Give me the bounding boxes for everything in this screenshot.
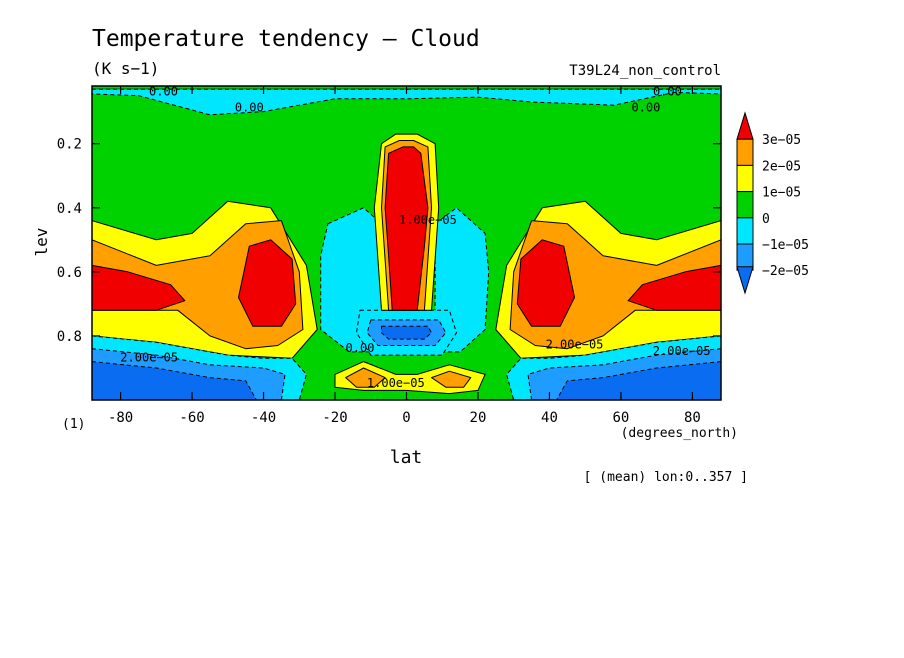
contour-region-bottom-orange-left bbox=[345, 367, 386, 388]
x-axis-label: lat bbox=[390, 447, 423, 468]
contour-label: 0.00 bbox=[631, 101, 660, 115]
x-tick-label: 80 bbox=[684, 410, 701, 426]
x-tick-label: -20 bbox=[322, 410, 347, 426]
y-axis-units: (1) bbox=[62, 417, 85, 432]
contour-label: 0.00 bbox=[149, 85, 178, 99]
x-tick-label: -60 bbox=[179, 410, 204, 426]
contour-label: 2.00e−05 bbox=[120, 351, 178, 365]
colorbar-label: −2e−05 bbox=[762, 264, 809, 279]
run-label: T39L24_non_control bbox=[569, 63, 721, 79]
contour-region-sh-bottom-dark bbox=[92, 361, 257, 400]
contour-label: 0.00 bbox=[235, 101, 264, 115]
colorbar-swatch bbox=[736, 191, 754, 219]
y-tick-label: 0.6 bbox=[57, 265, 82, 281]
chart-title: Temperature tendency — Cloud bbox=[92, 26, 480, 52]
contour-label: 2.00e−05 bbox=[546, 338, 604, 352]
contour-label: 1.00e−05 bbox=[367, 376, 425, 390]
colorbar-cap-bottom bbox=[736, 266, 754, 295]
colorbar-swatch bbox=[736, 138, 754, 166]
contour-label: 1.00e−05 bbox=[399, 213, 457, 227]
colorbar-label: 1e−05 bbox=[762, 186, 801, 201]
contour-region-bottom-orange-right bbox=[431, 370, 472, 388]
x-tick-label: 40 bbox=[541, 410, 558, 426]
contour-label: 2.00e−05 bbox=[653, 344, 711, 358]
x-tick-label: -80 bbox=[108, 410, 133, 426]
plot-area: 0.00 0.00 0.00 0.00 0.00 1.00e−05 2.00e−05 2.00… bbox=[91, 85, 722, 401]
x-tick-label: -40 bbox=[251, 410, 276, 426]
footnote: [ (mean) lon:0..357 ] bbox=[584, 470, 748, 485]
y-tick-label: 0.8 bbox=[57, 329, 82, 345]
colorbar-label: 2e−05 bbox=[762, 159, 801, 174]
contour-region-sh-red-left bbox=[92, 264, 186, 311]
contour-region-top-cyan bbox=[92, 88, 721, 116]
y-axis-label: lev bbox=[32, 228, 51, 257]
colorbar-swatch bbox=[736, 164, 754, 193]
filled-contours bbox=[92, 86, 721, 400]
colorbar-label: −1e−05 bbox=[762, 238, 809, 253]
colorbar-swatch bbox=[736, 217, 754, 245]
colorbar-cap-top bbox=[736, 111, 754, 140]
contour-region-nh-bottom-dark bbox=[556, 361, 721, 400]
y-tick-label: 0.4 bbox=[57, 201, 82, 217]
x-tick-label: 0 bbox=[402, 410, 410, 426]
colorbar-legend: 3e−05 2e−05 1e−05 0 −1e−05 −2e−05 bbox=[736, 111, 809, 295]
contour-label: 0.00 bbox=[346, 341, 375, 355]
contour-labels: 0.00 0.00 0.00 0.00 0.00 1.00e−05 2.00e−05 2.00… bbox=[120, 85, 711, 390]
contour-region-nh-red-right bbox=[627, 264, 721, 311]
colorbar-label: 0 bbox=[762, 212, 770, 227]
colorbar-label: 3e−05 bbox=[762, 133, 801, 148]
x-axis: -80 -60 -40 -20 0 20 40 60 80 bbox=[108, 86, 701, 426]
contour-region-sh-red-right bbox=[238, 239, 297, 327]
colorbar-swatch bbox=[736, 243, 754, 271]
x-tick-label: 60 bbox=[613, 410, 630, 426]
y-axis: 0.2 0.4 0.6 0.8 bbox=[57, 137, 721, 345]
contour-label: 0.00 bbox=[653, 85, 682, 99]
y-tick-label: 0.2 bbox=[57, 137, 82, 153]
contour-region-center-dark bbox=[381, 325, 432, 340]
x-axis-units: (degrees_north) bbox=[621, 426, 738, 441]
x-tick-label: 20 bbox=[470, 410, 487, 426]
contour-region-central-red bbox=[384, 146, 429, 311]
chart-units: (K s−1) bbox=[92, 59, 159, 78]
contour-region-nh-red-left bbox=[516, 239, 575, 327]
